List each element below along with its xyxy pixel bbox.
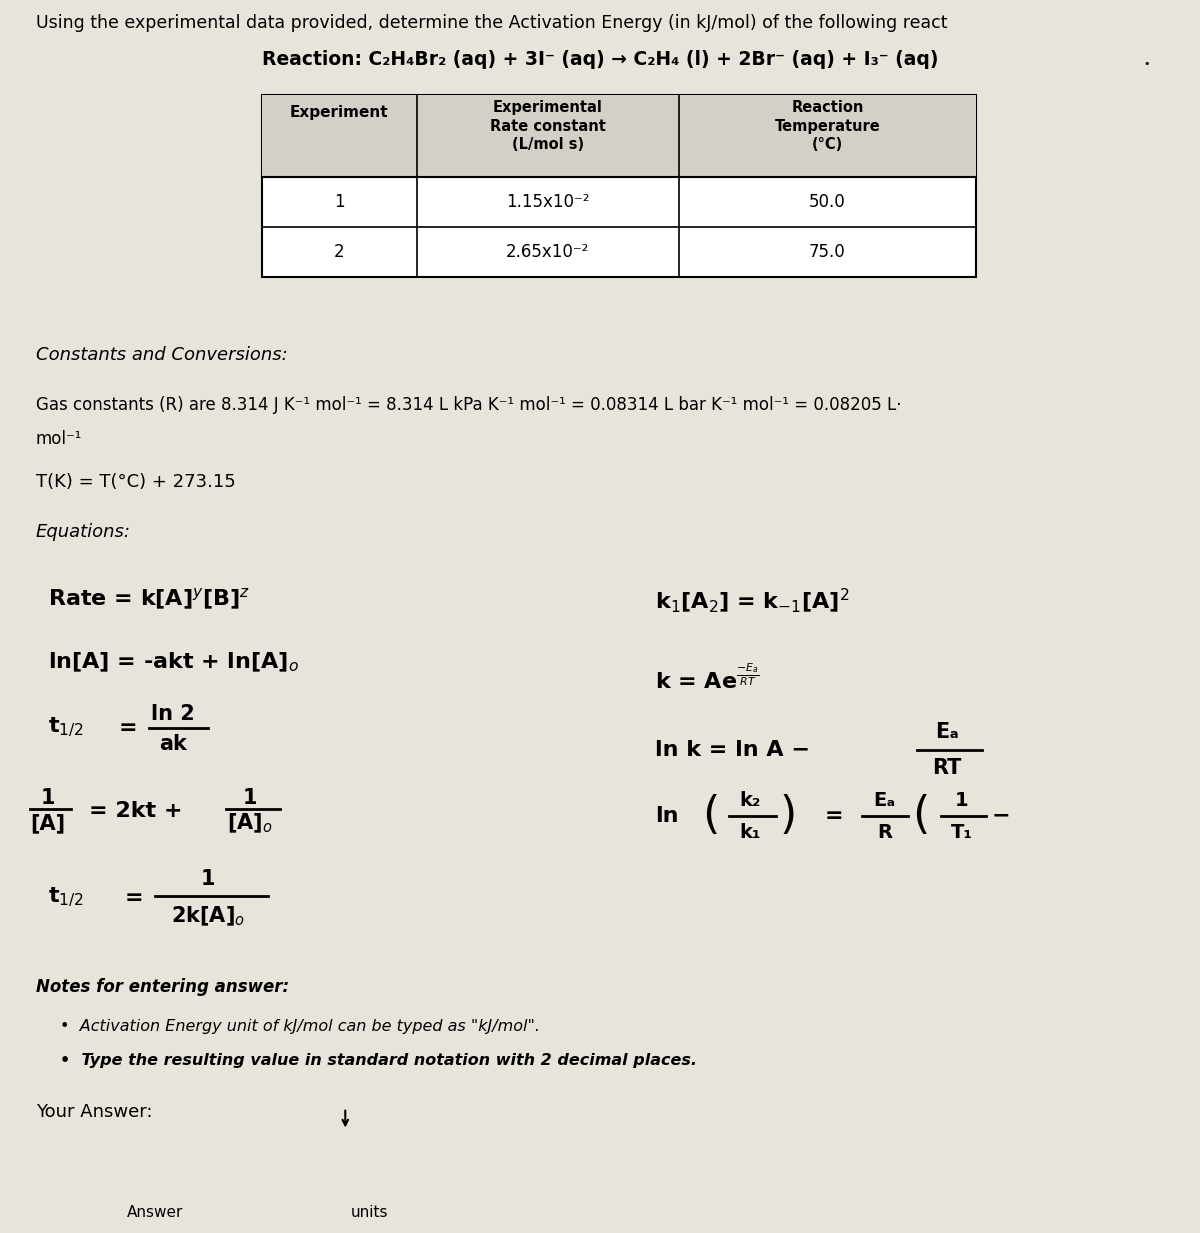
Text: Constants and Conversions:: Constants and Conversions: [36,345,288,364]
Text: 1: 1 [334,194,344,211]
Text: k₁: k₁ [739,822,761,842]
Text: 1: 1 [202,869,216,889]
Text: 1: 1 [41,788,55,808]
Text: ln[A] = -akt + ln[A]$_o$: ln[A] = -akt + ln[A]$_o$ [48,650,299,673]
FancyBboxPatch shape [36,1138,274,1185]
Text: Gas constants (R) are 8.314 J K⁻¹ mol⁻¹ = 8.314 L kPa K⁻¹ mol⁻¹ = 0.08314 L bar : Gas constants (R) are 8.314 J K⁻¹ mol⁻¹ … [36,396,901,413]
Text: ln: ln [655,806,678,826]
Text: Eₐ: Eₐ [874,790,895,810]
Text: ak: ak [158,734,186,753]
Text: RT: RT [932,758,961,778]
Text: ln k = ln A −: ln k = ln A − [655,740,810,761]
Text: [A]$_o$: [A]$_o$ [227,811,272,835]
Text: t$_{1/2}$: t$_{1/2}$ [48,887,83,909]
Text: mol⁻¹: mol⁻¹ [36,430,82,448]
Text: Eₐ: Eₐ [935,723,959,742]
Text: 2.65x10⁻²: 2.65x10⁻² [506,243,589,261]
Text: = 2kt +: = 2kt + [89,801,182,821]
Text: (: ( [702,794,720,837]
Text: k₂: k₂ [739,790,761,810]
Text: Experiment: Experiment [290,105,389,120]
Text: [A]: [A] [30,813,65,834]
Text: ln 2: ln 2 [151,704,194,724]
Text: •  Activation Energy unit of kJ/mol can be typed as "kJ/mol".: • Activation Energy unit of kJ/mol can b… [60,1018,540,1033]
Text: =: = [119,718,138,737]
Text: 2: 2 [334,243,344,261]
Text: k$_1$[A$_2$] = k$_{-1}$[A]$^2$: k$_1$[A$_2$] = k$_{-1}$[A]$^2$ [655,587,850,615]
Text: Your Answer:: Your Answer: [36,1104,152,1121]
Text: k = Ae$^{\frac{-E_a}{RT}}$: k = Ae$^{\frac{-E_a}{RT}}$ [655,663,760,693]
Text: ): ) [780,794,797,837]
Text: Experimental
Rate constant
(L/mol s): Experimental Rate constant (L/mol s) [490,100,606,152]
Text: Reaction
Temperature
(°C): Reaction Temperature (°C) [774,100,881,152]
Text: T₁: T₁ [952,822,973,842]
Bar [262,95,977,178]
Text: units: units [350,1205,388,1219]
Text: Rate = k[A]$^y$[B]$^z$: Rate = k[A]$^y$[B]$^z$ [48,587,250,612]
Text: 1.15x10⁻²: 1.15x10⁻² [506,194,589,211]
Bar [262,95,977,277]
FancyBboxPatch shape [298,1138,440,1185]
Text: 1: 1 [242,788,257,808]
Text: T(K) = T(°C) + 273.15: T(K) = T(°C) + 273.15 [36,473,235,491]
Text: •  Type the resulting value in standard notation with 2 decimal places.: • Type the resulting value in standard n… [60,1053,696,1068]
Text: Answer: Answer [126,1205,182,1219]
Text: Notes for entering answer:: Notes for entering answer: [36,978,289,996]
Text: 50.0: 50.0 [809,194,846,211]
Text: Reaction: C₂H₄Br₂ (aq) + 3I⁻ (aq) → C₂H₄ (l) + 2Br⁻ (aq) + I₃⁻ (aq): Reaction: C₂H₄Br₂ (aq) + 3I⁻ (aq) → C₂H₄… [262,51,938,69]
Text: R: R [877,822,892,842]
Text: 2k[A]$_o$: 2k[A]$_o$ [172,905,246,928]
Text: =: = [826,806,844,826]
Text: •: • [1142,59,1150,69]
Text: −: − [991,806,1010,826]
Text: Using the experimental data provided, determine the Activation Energy (in kJ/mol: Using the experimental data provided, de… [36,14,947,32]
Text: (: ( [912,794,929,837]
Text: 1: 1 [955,790,968,810]
Text: 75.0: 75.0 [809,243,846,261]
Text: t$_{1/2}$: t$_{1/2}$ [48,716,83,739]
Text: =: = [125,888,144,907]
Text: Equations:: Equations: [36,523,131,541]
